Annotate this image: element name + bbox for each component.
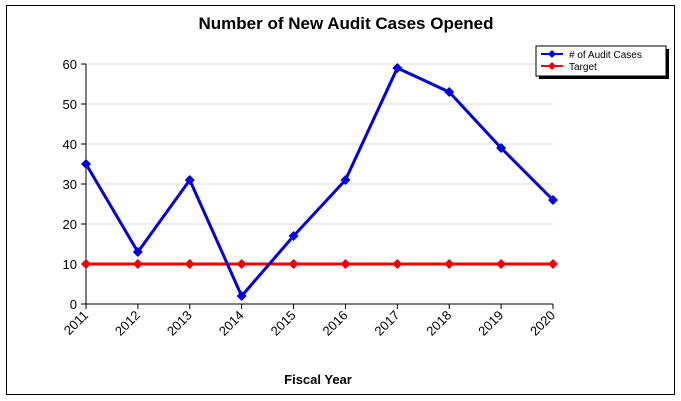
x-tick-label: 2020 [527, 308, 558, 339]
gridlines [86, 63, 553, 265]
data-point [496, 143, 507, 153]
y-tick-label: 30 [63, 177, 77, 192]
data-point [184, 175, 195, 185]
data-point [548, 195, 558, 205]
data-point [392, 63, 403, 73]
legend-label: Target [569, 62, 597, 73]
data-point [288, 231, 299, 241]
chart-title: Number of New Audit Cases Opened [198, 14, 493, 33]
legend-swatch-marker [548, 62, 556, 70]
x-axis-label: Fiscal Year [284, 372, 352, 387]
data-point [184, 259, 195, 269]
legend-swatch-marker [548, 50, 556, 58]
y-tick-label: 50 [63, 97, 77, 112]
y-tick-label: 20 [63, 217, 77, 232]
x-tick-label: 2016 [320, 308, 351, 339]
data-point [81, 159, 91, 169]
series-lines [81, 63, 558, 301]
y-tick-label: 10 [63, 257, 77, 272]
data-point [444, 259, 455, 269]
x-tick-label: 2011 [61, 308, 91, 338]
x-tick-label: 2013 [164, 308, 195, 339]
data-point [548, 259, 558, 269]
x-tick-label: 2015 [268, 308, 299, 339]
x-tick-label: 2012 [112, 308, 143, 339]
data-point [236, 259, 247, 269]
x-tick-label: 2019 [475, 308, 506, 339]
data-point [444, 87, 455, 97]
axes: 0 10 20 30 40 50 60 2011 2012 2013 2014 2015 2016 201… [61, 57, 558, 339]
data-point [236, 291, 247, 301]
x-tick-label: 2014 [216, 308, 247, 339]
y-tick-label: 0 [70, 297, 77, 312]
data-point [340, 175, 351, 185]
x-tick-label: 2018 [423, 308, 454, 339]
data-point [132, 247, 143, 257]
data-point [288, 259, 299, 269]
legend-label: # of Audit Cases [569, 50, 642, 61]
y-tick-label: 40 [63, 137, 77, 152]
x-tick-label: 2017 [371, 308, 402, 339]
data-point [81, 259, 91, 269]
data-point [392, 259, 403, 269]
legend-box [535, 45, 667, 77]
y-tick-label: 60 [63, 57, 77, 72]
data-point [496, 259, 507, 269]
data-point [132, 259, 143, 269]
data-point [340, 259, 351, 269]
series-line [84, 66, 555, 298]
